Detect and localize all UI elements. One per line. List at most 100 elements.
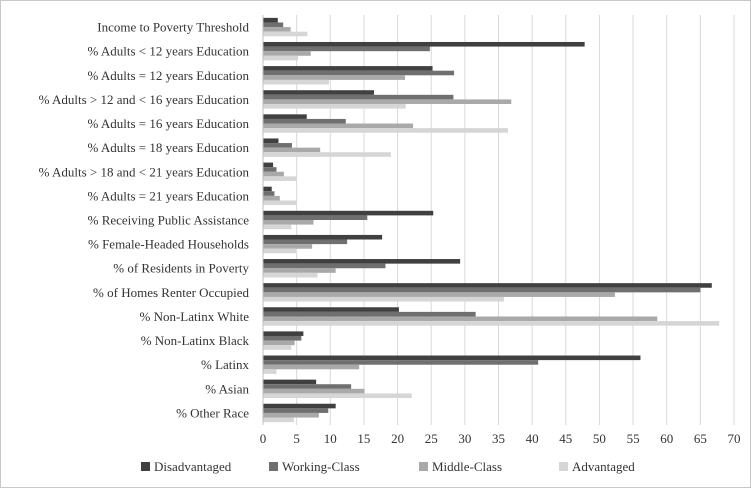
category-label: % Adults > 18 and < 21 years Education	[39, 164, 250, 179]
bar-advantaged	[263, 369, 277, 374]
x-tick-label: 40	[526, 431, 539, 446]
bar-working-class	[263, 384, 352, 389]
bar-middle-class	[263, 316, 658, 322]
bar-disadvantaged	[263, 379, 317, 385]
bar-disadvantaged	[263, 283, 712, 288]
bar-disadvantaged	[263, 90, 375, 95]
category-label: % Adults = 18 years Education	[88, 140, 250, 155]
bar-disadvantaged	[263, 331, 304, 336]
x-tick-label: 50	[593, 431, 606, 446]
x-tick-label: 45	[559, 431, 572, 446]
bar-disadvantaged	[263, 186, 272, 192]
bar-advantaged	[263, 272, 318, 278]
bar-advantaged	[263, 417, 294, 423]
legend-swatch-advantaged	[559, 462, 568, 471]
bar-advantaged	[263, 176, 297, 181]
bar-disadvantaged	[263, 138, 279, 144]
category-labels: Income to Poverty Threshold % Adults < 12…	[39, 20, 250, 421]
x-tick-label: 0	[260, 431, 267, 446]
bar-middle-class	[263, 147, 321, 153]
bar-advantaged	[263, 55, 298, 61]
category-label: % of Residents in Poverty	[113, 261, 249, 276]
bar-working-class	[263, 94, 454, 100]
bar-advantaged	[263, 224, 292, 230]
bar-middle-class	[263, 364, 360, 370]
bar-middle-class	[263, 75, 405, 80]
bar-middle-class	[263, 195, 280, 201]
bar-middle-class	[263, 388, 365, 394]
legend-label-working-class: Working-Class	[282, 459, 360, 474]
category-label: % of Homes Renter Occupied	[93, 285, 249, 300]
x-tick-labels: 0 5 10 15 20 25 30 35 40 45 50 55 60 65 70	[260, 431, 741, 446]
category-label: % Asian	[205, 381, 249, 396]
legend-label-advantaged: Advantaged	[572, 459, 635, 474]
bars	[263, 17, 720, 423]
legend: Disadvantaged Working-Class Middle-Class Ad…	[141, 459, 635, 474]
x-tick-label: 15	[357, 431, 370, 446]
bar-disadvantaged	[263, 17, 278, 23]
legend-swatch-disadvantaged	[141, 462, 150, 471]
x-tick-label: 5	[293, 431, 300, 446]
bar-disadvantaged	[263, 307, 399, 312]
bar-advantaged	[263, 104, 406, 109]
legend-swatch-working-class	[269, 462, 278, 471]
bar-advantaged	[263, 152, 391, 157]
bar-working-class	[263, 118, 346, 124]
bar-advantaged	[263, 248, 296, 254]
bar-disadvantaged	[263, 403, 336, 409]
bar-middle-class	[263, 123, 414, 129]
category-label: % Adults = 12 years Education	[88, 68, 250, 83]
bar-middle-class	[263, 292, 615, 297]
bar-middle-class	[263, 244, 313, 249]
bar-working-class	[263, 263, 386, 269]
bar-working-class	[263, 143, 292, 148]
bar-middle-class	[263, 340, 295, 346]
bar-working-class	[263, 215, 368, 220]
bar-working-class	[263, 191, 275, 196]
bar-advantaged	[263, 296, 504, 302]
bar-disadvantaged	[263, 355, 641, 361]
bar-working-class	[263, 408, 329, 413]
bar-working-class	[263, 311, 476, 317]
legend-label-middle-class: Middle-Class	[432, 459, 502, 474]
bar-middle-class	[263, 51, 311, 56]
bar-disadvantaged	[263, 114, 307, 119]
x-tick-label: 20	[391, 431, 404, 446]
category-label: % Adults < 12 years Education	[88, 44, 250, 59]
bar-advantaged	[263, 345, 292, 350]
bar-advantaged	[263, 321, 720, 326]
x-tick-label: 65	[694, 431, 707, 446]
category-label: % Female-Headed Households	[88, 237, 249, 252]
category-label: % Other Race	[176, 405, 249, 420]
bar-working-class	[263, 167, 277, 172]
bar-working-class	[263, 335, 302, 341]
bar-middle-class	[263, 171, 284, 177]
bar-middle-class	[263, 99, 512, 105]
category-label: % Latinx	[201, 357, 250, 372]
bar-disadvantaged	[263, 162, 274, 168]
bar-disadvantaged	[263, 66, 433, 71]
x-tick-label: 70	[728, 431, 741, 446]
bar-disadvantaged	[263, 234, 383, 240]
legend-swatch-middle-class	[419, 462, 428, 471]
bar-advantaged	[263, 79, 329, 85]
category-label: Income to Poverty Threshold	[97, 20, 249, 35]
x-tick-label: 25	[425, 431, 438, 446]
bar-working-class	[263, 70, 455, 76]
category-label: % Non-Latinx White	[139, 309, 249, 324]
bar-disadvantaged	[263, 41, 585, 47]
gridlines	[262, 15, 735, 425]
bar-advantaged	[263, 31, 308, 37]
bar-working-class	[263, 22, 284, 28]
x-tick-label: 30	[458, 431, 471, 446]
legend-label-disadvantaged: Disadvantaged	[154, 459, 232, 474]
category-label: % Receiving Public Assistance	[88, 213, 250, 228]
bar-working-class	[263, 239, 348, 245]
bar-disadvantaged	[263, 210, 434, 216]
bar-working-class	[263, 46, 430, 52]
bar-middle-class	[263, 412, 319, 418]
bar-advantaged	[263, 393, 412, 399]
category-label: % Non-Latinx Black	[141, 333, 250, 348]
